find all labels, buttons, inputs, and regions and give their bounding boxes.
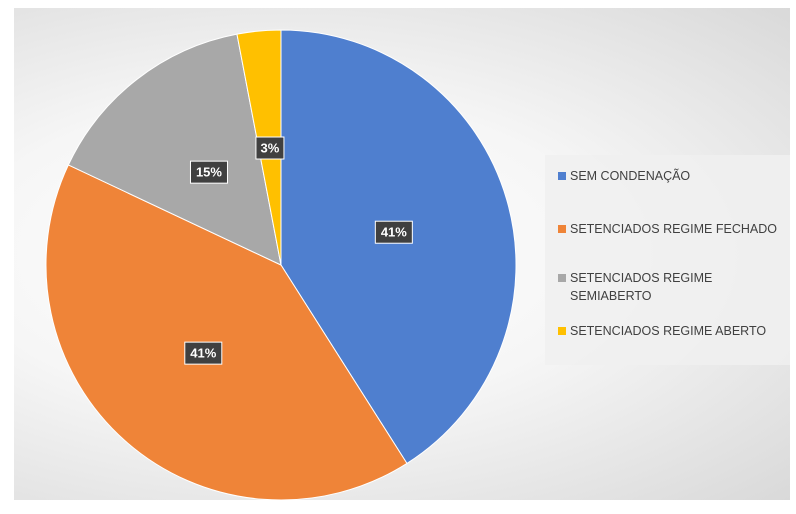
legend-item: SETENCIADOS REGIME SEMIABERTO (558, 269, 790, 305)
data-label: 15% (189, 160, 228, 184)
legend-swatch (558, 172, 566, 180)
legend-item: SETENCIADOS REGIME FECHADO (558, 220, 790, 238)
legend-label: SETENCIADOS REGIME ABERTO (570, 324, 767, 338)
legend-swatch (558, 274, 566, 282)
pie-slice (280, 29, 517, 465)
pie-slice (45, 164, 408, 501)
data-label-text: 3% (261, 140, 280, 155)
legend-item: SEM CONDENAÇÃO (558, 167, 790, 185)
legend-label: SEM CONDENAÇÃO (570, 169, 691, 183)
legend-label: SETENCIADOS REGIME FECHADO (570, 222, 777, 236)
pie-slice (67, 33, 282, 266)
data-label-text: 41% (381, 225, 407, 240)
data-label: 3% (255, 136, 285, 160)
data-label: 41% (184, 341, 223, 365)
legend-item: SETENCIADOS REGIME ABERTO (558, 322, 790, 340)
legend: SEM CONDENAÇÃO SETENCIADOS REGIME FECHADO… (545, 155, 790, 365)
data-label-box (255, 136, 285, 160)
data-label: 41% (374, 220, 413, 244)
legend-swatch (558, 327, 566, 335)
data-label-text: 41% (190, 346, 216, 361)
data-label-box (184, 341, 223, 365)
data-label-box (189, 160, 228, 184)
data-label-text: 15% (196, 165, 222, 180)
legend-swatch (558, 225, 566, 233)
legend-label: SETENCIADOS REGIME SEMIABERTO (570, 271, 713, 303)
data-label-box (374, 220, 413, 244)
